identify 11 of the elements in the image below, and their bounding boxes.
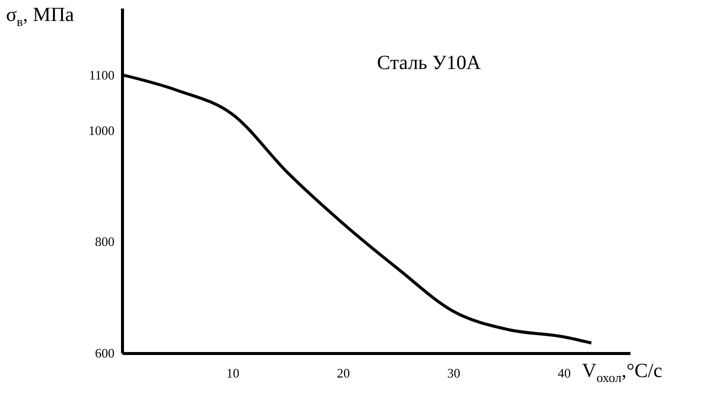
x-tick-label: 20 bbox=[336, 366, 350, 380]
x-axis-title: V$_{охол}$,°C/с bbox=[582, 360, 662, 386]
x-tick-label: 10 bbox=[226, 366, 240, 380]
y-axis-title: σ$_{в}$, МПа bbox=[6, 4, 74, 30]
annotation: Сталь У10А bbox=[377, 52, 482, 74]
y-tick-label: 600 bbox=[95, 346, 114, 360]
y-tick-label: 1100 bbox=[88, 67, 114, 82]
x-tick-label: 40 bbox=[558, 366, 571, 380]
y-tick-label: 800 bbox=[95, 234, 114, 250]
y-tick-label: 1000 bbox=[88, 122, 114, 138]
x-tick-label: 30 bbox=[447, 366, 460, 380]
